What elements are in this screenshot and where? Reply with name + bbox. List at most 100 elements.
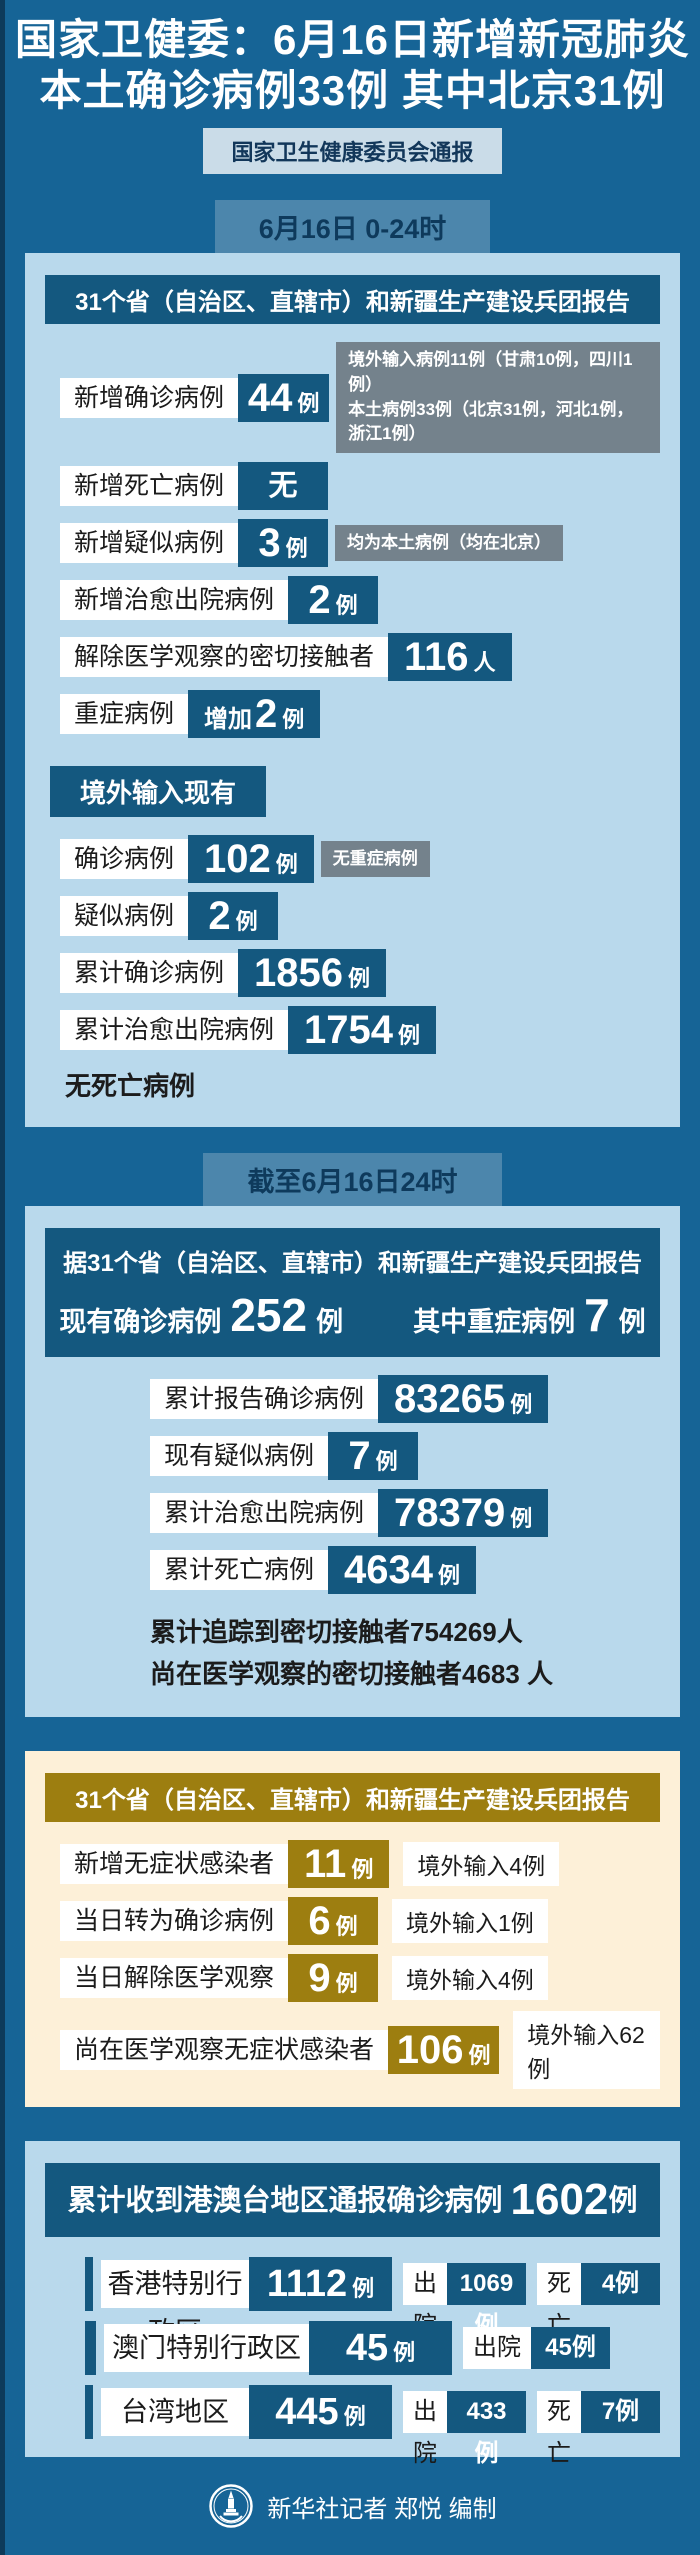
row-label: 现有疑似病例: [150, 1436, 329, 1477]
stat-row: 累计治愈出院病例 78379 例: [150, 1489, 549, 1538]
value-unit: 例: [235, 909, 258, 935]
daily-stat-rows: 新增确诊病例 44 例境外输入病例11例（甘肃10例，四川1例） 本土病例33例（北京…: [45, 342, 660, 739]
row-label: 累计治愈出院病例: [60, 1010, 289, 1051]
row-note: 境外输入4例: [392, 1956, 548, 2001]
value-number: 102: [204, 837, 271, 882]
row-label: 疑似病例: [60, 896, 189, 937]
value-unit: 例: [438, 1563, 461, 1589]
hmt-header-text: 累计收到港澳台地区通报确诊病例: [67, 2185, 503, 2218]
contact-note-line: 尚在医学观察的密切接触者4683 人: [150, 1658, 554, 1689]
row-label: 新增疑似病例: [60, 523, 239, 564]
region-value-number: 45: [345, 2327, 389, 2370]
value-unit: 例: [335, 1914, 358, 1940]
stat-number: 252: [230, 1289, 308, 1342]
page-title-line2: 本土确诊病例33例 其中北京31例: [39, 67, 666, 115]
stat-row: 疑似病例 2 例: [60, 892, 279, 941]
stat-row: 新增死亡病例无: [60, 462, 329, 511]
stat-row: 累计死亡病例 4634 例: [150, 1546, 477, 1595]
extra-value: 45例: [531, 2327, 610, 2370]
subsection-imported-title: 境外输入现有: [50, 766, 267, 818]
value-number: 44: [247, 375, 293, 420]
stat-row: 当日转为确诊病例 6 例境外输入1例: [60, 1897, 548, 1946]
extra-key: 出院: [403, 2391, 447, 2467]
row-note-line: 境外输入病例11例（甘肃10例，四川1例）: [348, 350, 633, 395]
row-label: 尚在医学观察无症状感染者: [60, 2030, 389, 2071]
value-unit: 例: [335, 593, 358, 619]
value-number: 2: [208, 894, 231, 939]
row-note: 境外输入4例: [403, 1842, 560, 1887]
footer: 新华社记者 郑悦 编制: [5, 2483, 700, 2529]
region-value-unit: 例: [352, 2276, 375, 2302]
tab-daily: 6月16日 0-24时: [214, 200, 491, 254]
value-number: 9: [308, 1956, 331, 2001]
region-value-box: 45 例: [309, 2321, 452, 2376]
region-label: 香港特别行政区: [100, 2260, 249, 2347]
imported-stat-rows: 确诊病例 102 例无重症病例 疑似病例 2 例累计确诊病例 1856 例累计治愈出院病例 17…: [45, 835, 660, 1055]
row-label: 当日转为确诊病例: [60, 1901, 289, 1942]
row-note: 境外输入病例11例（甘肃10例，四川1例） 本土病例33例（北京31例，河北1例，…: [336, 342, 660, 454]
value-unit: 例: [351, 1857, 374, 1883]
value-box: 44 例: [238, 373, 330, 422]
value-box: 4634 例: [328, 1546, 477, 1595]
value-box: 1856 例: [238, 949, 387, 998]
region-value-number: 1112: [266, 2263, 348, 2306]
panel-daily-header: 31个省（自治区、直辖市）和新疆生产建设兵团报告: [45, 275, 660, 325]
stat-row: 累计治愈出院病例 1754 例: [60, 1006, 437, 1055]
hmt-stat-rows: 香港特别行政区1112例出院1069例死亡4例澳门特别行政区45例出院45例台湾…: [45, 2257, 660, 2467]
value-unit: 例: [297, 390, 320, 416]
row-note-line: 无重症病例: [332, 848, 418, 868]
region-row: 台湾地区 445 例出院 433例 死亡 7例: [85, 2385, 660, 2467]
value-box: 1754 例: [288, 1006, 437, 1055]
region-row: 澳门特别行政区 45 例出院 45例: [85, 2321, 660, 2376]
value-box: 无: [238, 462, 329, 511]
page-title-line1: 国家卫健委：6月16日新增新冠肺炎: [14, 16, 691, 63]
stat-row: 新增确诊病例 44 例境外输入病例11例（甘肃10例，四川1例） 本土病例33例（北京…: [60, 342, 660, 454]
value-number: 1856: [254, 951, 343, 996]
row-label: 累计确诊病例: [60, 953, 239, 994]
panel-cumulative: 据31个省（自治区、直辖市）和新疆生产建设兵团报告 现有确诊病例 252 例其中重症…: [25, 1206, 680, 1718]
value-unit: 例: [510, 1506, 533, 1532]
value-unit: 例: [348, 966, 371, 992]
row-note: 均为本土病例（均在北京）: [335, 524, 564, 562]
row-accent-bar: [85, 2257, 93, 2312]
stat-row: 新增疑似病例 3 例均为本土病例（均在北京）: [60, 519, 564, 568]
value-unit: 例: [275, 852, 298, 878]
row-note-line: 本土病例33例（北京31例，河北1例，浙江1例）: [348, 399, 634, 444]
value-number: 106: [396, 2028, 464, 2073]
stat-row: 解除医学观察的密切接触者 116 人: [60, 633, 512, 682]
region-extra-pair: 出院 433例: [403, 2391, 526, 2467]
region-value-unit: 例: [393, 2340, 416, 2366]
extra-value: 4例: [581, 2263, 660, 2306]
row-label: 新增无症状感染者: [60, 1844, 289, 1885]
cumulative-headline-stats: 现有确诊病例 252 例其中重症病例 7 例: [55, 1292, 650, 1339]
panel-daily: 31个省（自治区、直辖市）和新疆生产建设兵团报告 新增确诊病例 44 例境外输入病例…: [25, 253, 680, 1128]
row-label: 新增死亡病例: [60, 466, 239, 507]
row-note: 无重症病例: [320, 840, 430, 878]
value-number: 2: [255, 692, 278, 737]
panel-asymptomatic-header: 31个省（自治区、直辖市）和新疆生产建设兵团报告: [45, 1773, 660, 1823]
region-value-unit: 例: [343, 2404, 366, 2430]
extra-key: 出院: [403, 2263, 447, 2339]
row-label: 累计治愈出院病例: [150, 1493, 379, 1534]
value-number: 83265: [394, 1377, 506, 1422]
region-extra-pair: 死亡 4例: [537, 2263, 660, 2339]
panel-asymptomatic: 31个省（自治区、直辖市）和新疆生产建设兵团报告 新增无症状感染者 11 例境外输入…: [25, 1751, 680, 2108]
value-number: 1754: [304, 1008, 393, 1053]
stat-row: 新增治愈出院病例 2 例: [60, 576, 379, 625]
row-label: 重症病例: [60, 694, 189, 735]
value-number: 4634: [344, 1548, 433, 1593]
value-prefix: 增加: [204, 706, 253, 734]
region-extra-pair: 出院1069例: [403, 2263, 526, 2339]
hmt-header-unit: 例: [608, 2185, 638, 2218]
stat-label: 其中重症病例: [413, 1307, 576, 1338]
value-unit: 例: [282, 707, 305, 733]
value-box: 11 例: [288, 1840, 390, 1889]
